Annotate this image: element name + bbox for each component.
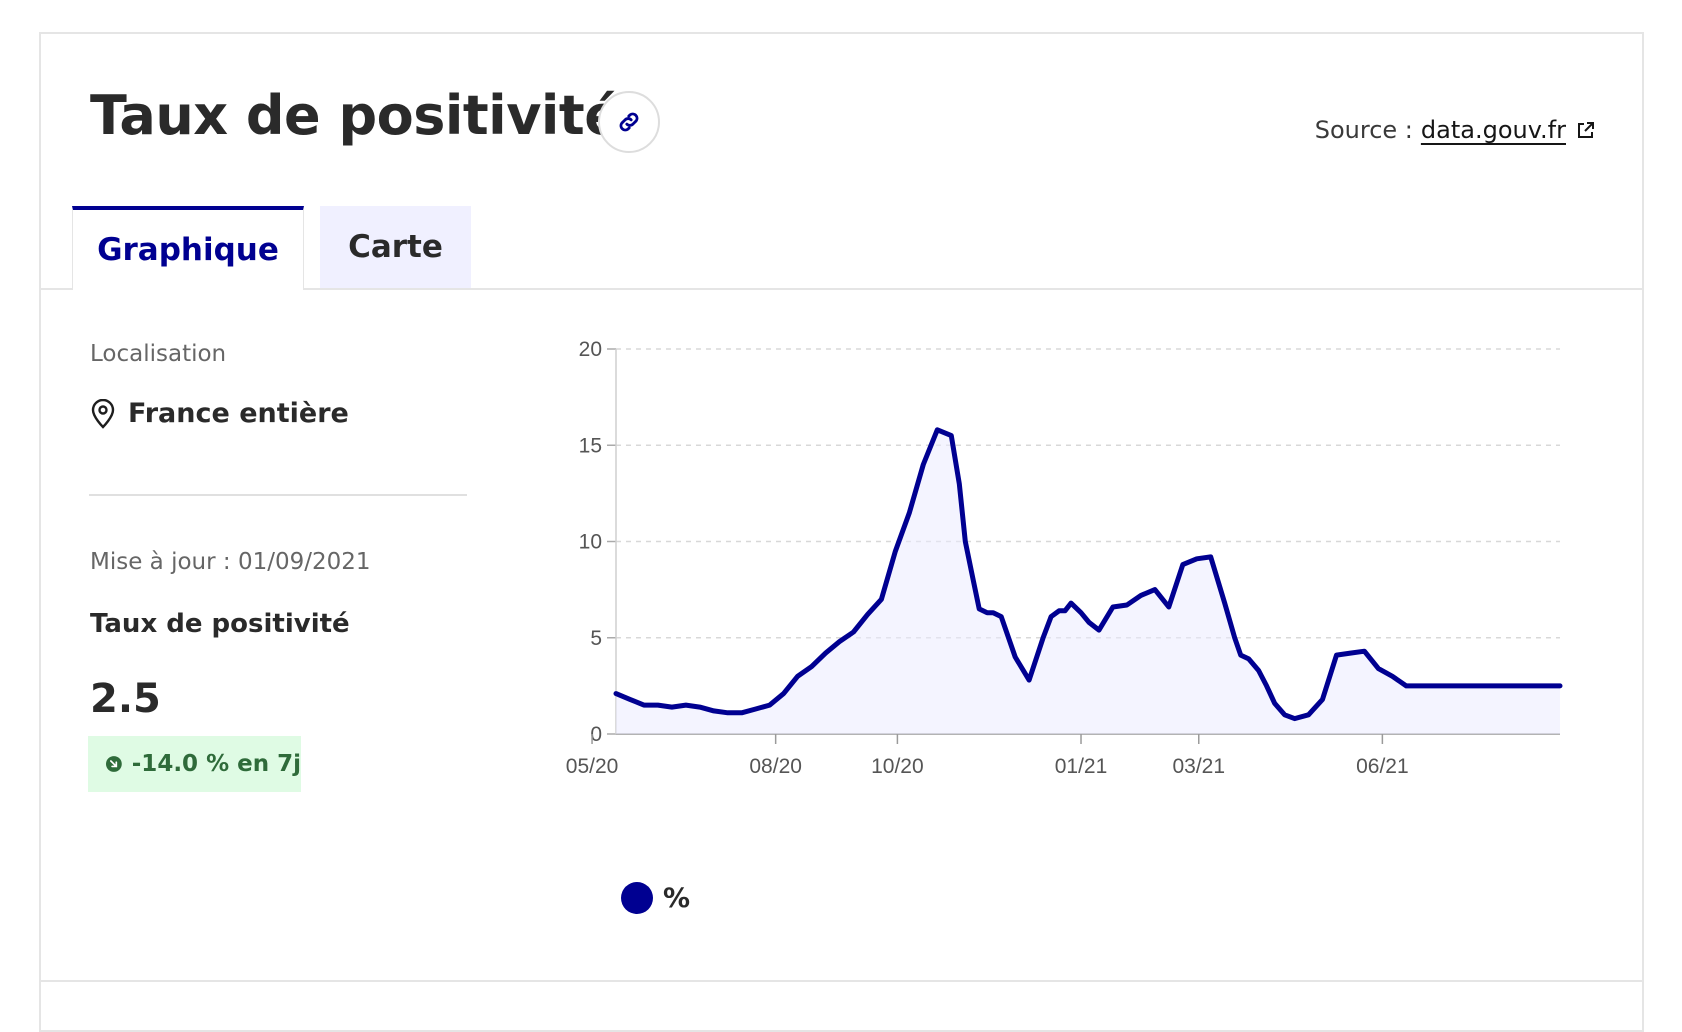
series-area [616, 429, 1560, 734]
location-label: Localisation [90, 341, 227, 367]
legend-label: % [663, 882, 691, 914]
x-tick-label: 10/20 [871, 755, 924, 778]
page-title: Taux de positivité [90, 84, 621, 147]
metric-label: Taux de positivité [90, 609, 350, 639]
source-link[interactable]: data.gouv.fr [1421, 116, 1596, 144]
series-line [613, 427, 1563, 722]
map-pin-icon [91, 398, 115, 429]
tab-divider [39, 288, 1644, 290]
y-tick-label: 20 [579, 338, 602, 361]
sidebar-divider [89, 494, 467, 496]
chart-legend: % [621, 882, 690, 914]
x-tick-label: 01/21 [1055, 755, 1108, 778]
update-date: Mise à jour : 01/09/2021 [90, 549, 371, 575]
positivity-chart: 0 5 10 15 20 05/20 08/20 10/20 01/21 03/21 06/21 [566, 338, 1563, 778]
arrow-down-right-icon [106, 756, 122, 772]
copy-link-button[interactable] [598, 91, 660, 153]
x-tick-label: 03/21 [1172, 755, 1225, 778]
trend-text: -14.0 % en 7j [131, 751, 301, 777]
y-tick-label: 10 [579, 531, 602, 554]
external-link-icon [1578, 122, 1594, 138]
source-info: Source : data.gouv.fr [1315, 116, 1596, 144]
card-bottom-divider [39, 980, 1644, 982]
metric-value: 2.5 [90, 676, 161, 722]
x-tick-label: 08/20 [749, 755, 802, 778]
source-prefix: Source : [1314, 116, 1413, 144]
link-icon [619, 112, 639, 132]
y-tick-label: 15 [579, 434, 602, 457]
y-tick-label: 5 [590, 627, 602, 650]
indicator-card [39, 32, 1644, 1032]
x-tick-label: 05/20 [566, 755, 619, 778]
tab-graphique[interactable]: Graphique [72, 206, 304, 290]
source-link-label: data.gouv.fr [1420, 116, 1566, 144]
x-tick-label: 06/21 [1356, 755, 1409, 778]
legend-swatch [621, 882, 653, 914]
y-tick-label: 0 [590, 723, 602, 746]
location-selector[interactable]: France entière [90, 398, 349, 429]
trend-badge: -14.0 % en 7j [88, 736, 301, 792]
location-value: France entière [128, 398, 349, 429]
tab-carte[interactable]: Carte [320, 206, 471, 288]
